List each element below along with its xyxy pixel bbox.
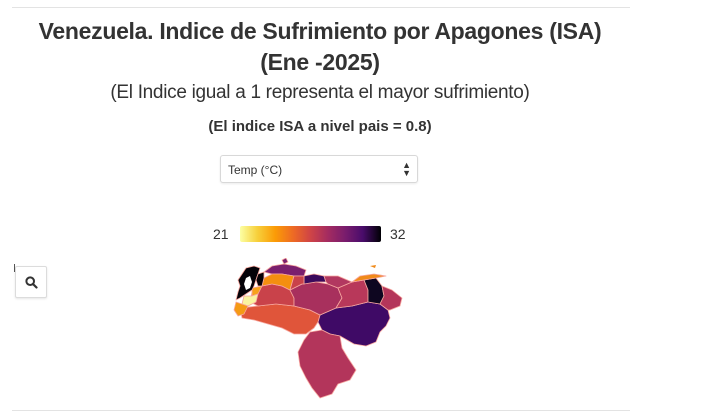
legend-min-label: 21 bbox=[213, 226, 229, 242]
search-icon bbox=[25, 276, 38, 289]
map-search-button[interactable] bbox=[15, 266, 47, 298]
bottom-divider bbox=[12, 410, 630, 411]
venezuela-choropleth-map[interactable] bbox=[228, 258, 408, 408]
page-title: Venezuela. Indice de Sufrimiento por Apa… bbox=[38, 18, 602, 44]
region-tachira[interactable] bbox=[233, 301, 249, 317]
lake-maracaibo bbox=[244, 276, 252, 290]
page-subtitle: (El Indice igual a 1 representa el mayor… bbox=[110, 82, 530, 103]
variable-select[interactable]: Temp (°C) ▲ ▼ bbox=[220, 155, 418, 183]
map-control-edge bbox=[14, 264, 15, 272]
variable-select-value: Temp (°C) bbox=[228, 163, 283, 177]
region-yaracuy[interactable] bbox=[289, 275, 305, 291]
national-index-label: (El indice ISA a nivel pais = 0.8) bbox=[208, 118, 432, 135]
region-paraguana[interactable] bbox=[281, 258, 289, 265]
region-zulia-east[interactable] bbox=[255, 271, 265, 287]
top-divider bbox=[12, 7, 630, 8]
sort-arrows-icon: ▲ ▼ bbox=[402, 160, 411, 178]
legend-colorbar bbox=[240, 226, 381, 242]
region-carabobo[interactable] bbox=[323, 275, 353, 289]
region-sucre[interactable] bbox=[351, 273, 387, 283]
region-amazonas[interactable] bbox=[297, 329, 357, 399]
region-delta-amacuro[interactable] bbox=[379, 285, 403, 311]
region-miranda[interactable] bbox=[303, 273, 327, 285]
legend-max-label: 32 bbox=[390, 226, 406, 242]
region-nueva-esparta[interactable] bbox=[370, 265, 376, 268]
page-title-date: (Ene -2025) bbox=[260, 49, 380, 75]
